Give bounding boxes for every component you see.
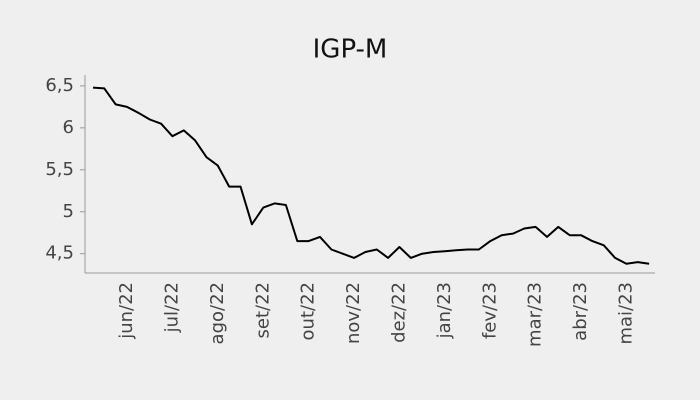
- chart-title: IGP-M: [313, 35, 388, 65]
- y-tick-label: 5: [63, 201, 74, 222]
- x-tick-label: jan/23: [434, 282, 455, 339]
- y-tick-label: 6: [63, 117, 74, 138]
- y-tick-label: 5,5: [45, 159, 74, 180]
- x-tick-label: nov/22: [343, 282, 364, 344]
- x-tick-label: jun/22: [116, 282, 137, 340]
- y-tick-label: 6,5: [45, 75, 74, 96]
- x-tick-label: mai/23: [615, 282, 636, 345]
- x-tick-label: ago/22: [207, 282, 228, 344]
- line: [92, 86, 650, 265]
- x-tick-label: jul/22: [161, 282, 182, 333]
- x-tick-label: mar/23: [525, 282, 546, 347]
- x-tick-label: abr/23: [570, 282, 591, 341]
- x-tick-label: dez/22: [388, 282, 409, 343]
- x-tick-label: set/22: [252, 282, 273, 338]
- x-tick-label: out/22: [298, 282, 319, 340]
- y-tick-label: 4,5: [45, 243, 74, 264]
- x-tick-label: fev/23: [479, 282, 500, 339]
